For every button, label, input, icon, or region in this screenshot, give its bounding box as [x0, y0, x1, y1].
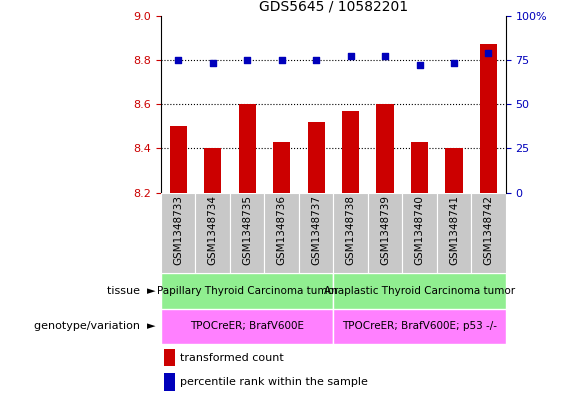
Bar	[376, 104, 394, 193]
Text: Papillary Thyroid Carcinoma tumor: Papillary Thyroid Carcinoma tumor	[157, 286, 338, 296]
Point	[312, 57, 321, 63]
Point	[484, 50, 493, 56]
Text: genotype/variation  ►: genotype/variation ►	[34, 321, 155, 331]
Bar	[161, 309, 333, 344]
Point	[208, 60, 217, 66]
Text: GSM1348736: GSM1348736	[277, 195, 286, 265]
Point	[381, 53, 390, 60]
Text: TPOCreER; BrafV600E; p53 -/-: TPOCreER; BrafV600E; p53 -/-	[342, 321, 497, 331]
Bar	[333, 273, 506, 309]
Bar	[264, 193, 299, 273]
Text: GSM1348738: GSM1348738	[346, 195, 355, 265]
Text: GSM1348741: GSM1348741	[449, 195, 459, 265]
Bar	[368, 193, 402, 273]
Point	[415, 62, 424, 68]
Bar	[480, 44, 497, 193]
Point	[277, 57, 286, 63]
Text: GSM1348735: GSM1348735	[242, 195, 252, 265]
Bar	[204, 148, 221, 193]
Text: percentile rank within the sample: percentile rank within the sample	[180, 377, 368, 387]
Bar	[333, 193, 368, 273]
Bar	[273, 142, 290, 193]
Bar	[161, 193, 195, 273]
Bar	[195, 193, 230, 273]
Bar	[164, 373, 175, 391]
Bar	[164, 349, 175, 366]
Bar	[437, 193, 471, 273]
Text: GSM1348733: GSM1348733	[173, 195, 183, 265]
Text: transformed count: transformed count	[180, 353, 284, 363]
Bar	[445, 148, 463, 193]
Bar	[333, 309, 506, 344]
Bar	[299, 193, 333, 273]
Text: GSM1348734: GSM1348734	[208, 195, 218, 265]
Point	[174, 57, 183, 63]
Bar	[238, 104, 256, 193]
Bar	[170, 126, 187, 193]
Bar	[471, 193, 506, 273]
Text: Anaplastic Thyroid Carcinoma tumor: Anaplastic Thyroid Carcinoma tumor	[324, 286, 515, 296]
Bar	[161, 273, 333, 309]
Point	[450, 60, 459, 66]
Text: TPOCreER; BrafV600E: TPOCreER; BrafV600E	[190, 321, 304, 331]
Bar	[411, 142, 428, 193]
Bar	[342, 111, 359, 193]
Point	[346, 53, 355, 60]
Text: GSM1348739: GSM1348739	[380, 195, 390, 265]
Bar	[402, 193, 437, 273]
Point	[243, 57, 252, 63]
Title: GDS5645 / 10582201: GDS5645 / 10582201	[259, 0, 408, 13]
Text: GSM1348740: GSM1348740	[415, 195, 424, 265]
Text: GSM1348737: GSM1348737	[311, 195, 321, 265]
Bar	[230, 193, 264, 273]
Text: tissue  ►: tissue ►	[107, 286, 155, 296]
Text: GSM1348742: GSM1348742	[484, 195, 493, 265]
Bar	[307, 122, 325, 193]
